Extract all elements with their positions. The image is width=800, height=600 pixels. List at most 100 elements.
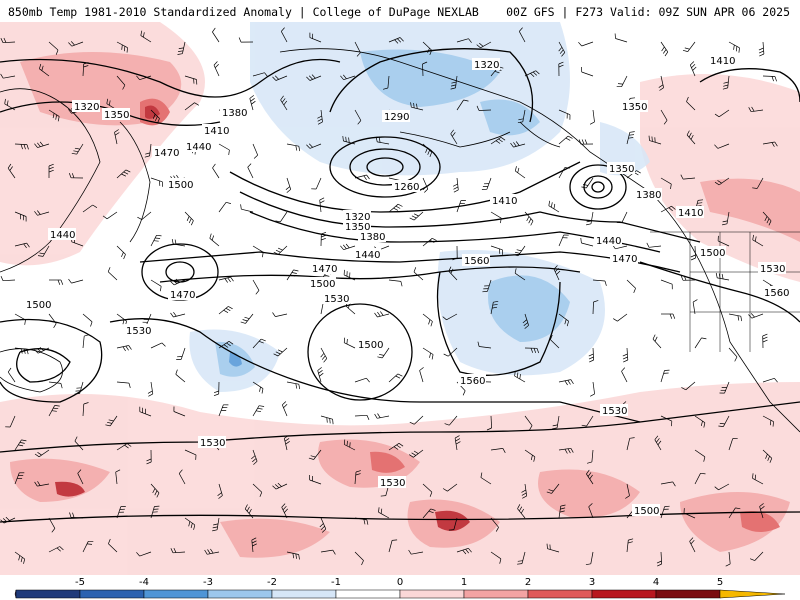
wind-barb-flag — [379, 353, 384, 356]
wind-barb-flag — [554, 267, 559, 273]
wind-barb-flag — [398, 443, 404, 447]
wind-barb-flag — [409, 421, 415, 425]
wind-barb — [286, 143, 299, 147]
wind-barb-flag — [692, 66, 697, 71]
wind-barb-flag — [366, 519, 369, 525]
wind-barb-flag — [128, 383, 131, 388]
wind-barb-flag — [346, 338, 348, 345]
label-1350-c: 1350 — [609, 164, 634, 175]
wind-barb-flag — [121, 173, 127, 177]
wind-barb — [315, 177, 322, 190]
wind-barb-flag — [2, 518, 8, 523]
wind-barb-flag — [686, 130, 690, 136]
wind-barb-flag — [754, 236, 757, 242]
wind-barb — [660, 506, 665, 519]
wind-barb — [247, 167, 254, 179]
wind-barb-flag — [240, 204, 242, 210]
wind-barb-flag — [476, 44, 481, 49]
label-1500-f: 1500 — [634, 506, 659, 517]
wind-barb-flag — [178, 47, 184, 49]
wind-barb — [377, 415, 390, 419]
wind-barb-flag — [375, 136, 378, 142]
wind-barb-flag — [71, 152, 77, 155]
wind-barb — [173, 243, 186, 247]
wind-barb — [218, 143, 230, 151]
wind-barb — [558, 135, 569, 145]
wind-barb — [524, 449, 536, 458]
wind-barb — [9, 415, 16, 428]
wind-barb — [388, 37, 401, 43]
wind-barb — [419, 370, 424, 383]
wind-barb-flag — [283, 100, 288, 106]
wind-barb — [694, 449, 706, 458]
wind-barb-flag — [280, 95, 284, 101]
wind-barb-flag — [431, 354, 434, 360]
label-1380: 1380 — [222, 108, 247, 119]
wind-barb-flag — [26, 349, 29, 355]
wind-barb — [550, 339, 560, 349]
wind-barb — [139, 411, 152, 417]
wind-barb-flag — [413, 450, 419, 454]
wind-barb-flag — [754, 474, 757, 480]
wind-barb — [116, 245, 126, 255]
wind-barb-flag — [340, 75, 344, 80]
wind-barb — [252, 381, 264, 389]
wind-barb — [344, 342, 356, 349]
wind-barb-flag — [18, 555, 21, 561]
wind-barb-flag — [442, 316, 447, 321]
wind-barb-flag — [177, 53, 183, 55]
wind-barb-flag — [284, 508, 288, 513]
wind-barb-flag — [363, 175, 367, 181]
wind-barb-flag — [247, 163, 252, 168]
wind-barb-flag — [480, 472, 483, 478]
wind-barb-flag — [136, 552, 140, 557]
wind-barb — [82, 313, 93, 323]
wind-barb — [422, 238, 433, 247]
wind-barb — [345, 305, 356, 315]
wind-barb-flag — [556, 270, 561, 275]
wind-barb-flag — [690, 257, 696, 261]
wind-barb — [478, 109, 492, 111]
colorbar-swatch — [719, 589, 786, 599]
wind-barb — [590, 211, 594, 224]
wind-barb-flag — [173, 311, 177, 317]
wind-barb — [617, 313, 628, 322]
wind-barb — [106, 211, 118, 220]
wind-barb-flag — [450, 268, 454, 274]
wind-barb-flag — [260, 338, 266, 342]
wind-barb — [717, 240, 730, 247]
wind-barb-flag — [125, 169, 131, 173]
wind-barb-flag — [298, 554, 300, 560]
wind-barb-flag — [430, 321, 433, 327]
colorbar-swatch — [591, 589, 657, 599]
wind-barb-flag — [396, 444, 401, 449]
wind-barb-flag — [476, 105, 480, 111]
wind-barb-flag — [749, 558, 755, 561]
wind-barb-flag — [152, 488, 156, 494]
wind-barb-flag — [251, 537, 257, 541]
wind-barb-flag — [332, 419, 334, 425]
wind-barb-flag — [277, 482, 282, 487]
wind-barb — [413, 271, 424, 281]
wind-barb — [447, 347, 458, 357]
wind-barb-flag — [227, 277, 231, 283]
wind-barb-flag — [486, 427, 492, 431]
wind-barb — [490, 415, 492, 429]
wind-barb-flag — [41, 65, 44, 71]
wind-barb-flag — [36, 348, 42, 353]
wind-barb-flag — [324, 274, 330, 277]
wind-barb-flag — [286, 189, 291, 193]
wind-barb — [728, 507, 736, 519]
wind-barb-flag — [748, 314, 753, 319]
wind-barb — [551, 483, 560, 494]
wind-barb-flag — [306, 144, 311, 149]
wind-barb-flag — [291, 272, 297, 274]
wind-barb — [354, 517, 367, 521]
wind-barb — [454, 438, 458, 451]
wind-barb-flag — [240, 321, 246, 324]
wind-barb-flag — [68, 42, 73, 47]
wind-barb-flag — [448, 529, 454, 531]
wind-barb-flag — [281, 503, 286, 508]
wind-barb — [150, 342, 163, 349]
wind-barb — [150, 235, 157, 247]
